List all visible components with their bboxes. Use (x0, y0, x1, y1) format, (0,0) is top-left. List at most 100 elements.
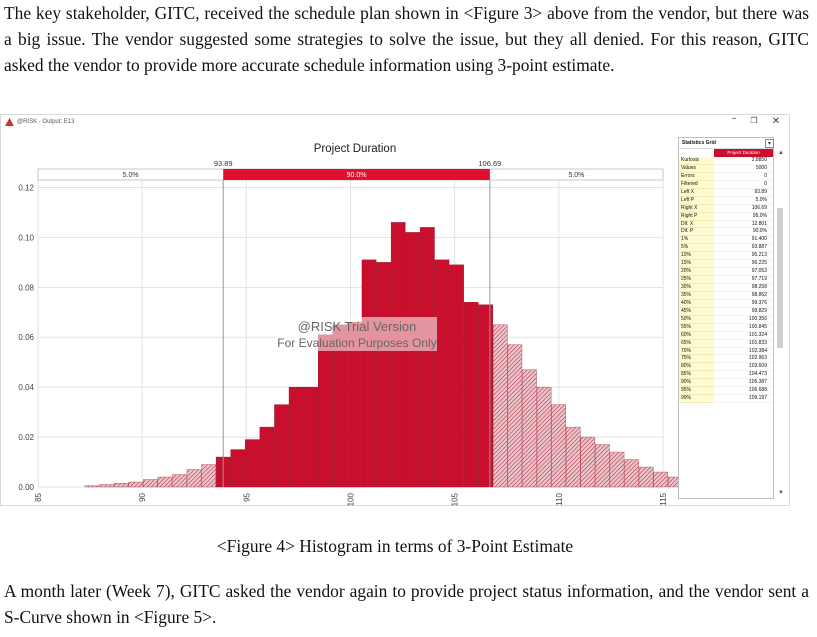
stats-row-value: 97.053 (714, 268, 773, 277)
histogram-bar (143, 479, 158, 488)
stats-row-value: 5.0% (714, 197, 773, 205)
stats-row: 95% 106.688 (679, 387, 773, 396)
stats-column-header: Project Duration (714, 149, 773, 157)
right-delimiter-label: 106.69 (478, 159, 501, 168)
stats-row: Filtered 0 (679, 180, 773, 189)
stats-row-value: 93.887 (714, 244, 773, 253)
scroll-up-icon[interactable]: ▲ (778, 150, 784, 156)
stats-row: 25% 97.719 (679, 276, 773, 284)
stats-row-value: 101.324 (714, 332, 773, 340)
stats-row-label: 65% (679, 339, 714, 348)
watermark-line-1: @RISK Trial Version (298, 319, 417, 334)
x-tick-label: 90 (138, 492, 147, 501)
stats-row-value: 91.400 (714, 236, 773, 245)
stats-row-label: 90% (679, 379, 714, 388)
y-tick-label: 0.06 (18, 333, 34, 342)
watermark-backdrop (277, 317, 437, 351)
intro-paragraph: The key stakeholder, GITC, received the … (4, 3, 809, 75)
histogram-bar (595, 444, 610, 488)
maximize-button[interactable]: ❐ (750, 116, 758, 125)
stats-row-value: 105.387 (714, 379, 773, 388)
left-delimiter-label: 93.89 (214, 159, 233, 168)
stats-row: Right X 106.69 (679, 204, 773, 213)
scroll-down-icon[interactable]: ▼ (778, 490, 784, 496)
histogram-bar (157, 476, 173, 488)
stats-row-value: 12.801 (714, 221, 773, 229)
stats-dropdown-icon[interactable]: ▾ (765, 139, 774, 148)
x-tick-label: 85 (34, 492, 43, 501)
stats-row-value: 96.225 (714, 260, 773, 269)
stats-row-label: 80% (679, 363, 714, 372)
stats-row: 90% 105.387 (679, 379, 773, 388)
stats-row: 1% 91.400 (679, 236, 773, 245)
stats-row-value: 90.0% (714, 228, 773, 237)
histogram-bar (201, 464, 216, 488)
stats-row: 80% 103.609 (679, 363, 773, 372)
stats-row-label: 10% (679, 252, 714, 261)
histogram-bar (99, 484, 114, 488)
histogram-bar (536, 386, 552, 488)
stats-row-label: 1% (679, 236, 714, 245)
window-title: @RISK - Output: E13 (17, 119, 75, 125)
probability-band-middle (223, 169, 490, 180)
stats-row-value: 0 (714, 181, 773, 189)
stats-row: 5% 93.887 (679, 244, 773, 253)
stats-row-label: 55% (679, 323, 714, 332)
y-tick-label: 0.00 (18, 483, 34, 492)
stats-row-label: Kurtosis (679, 157, 714, 165)
stats-row-label: 45% (679, 307, 714, 316)
stats-row-value: 95.0% (714, 213, 773, 221)
stats-row-label: 40% (679, 299, 714, 308)
stats-row: Kurtosis 2.8850 (679, 157, 773, 165)
histogram-bar (420, 227, 435, 488)
histogram-bar (113, 483, 129, 488)
stats-row: Values 5000 (679, 164, 773, 173)
histogram-bar (318, 334, 333, 488)
y-tick-label: 0.02 (18, 433, 34, 442)
stats-row: 35% 98.862 (679, 291, 773, 300)
stats-row-value: 98.862 (714, 292, 773, 300)
histogram-bar (186, 469, 202, 488)
histogram-bar (274, 404, 289, 488)
stats-row: 45% 99.829 (679, 307, 773, 316)
stats-row-value: 101.833 (714, 340, 773, 348)
stats-row-label: 15% (679, 260, 714, 269)
x-tick-label: 115 (659, 492, 668, 505)
stats-row: 10% 95.213 (679, 252, 773, 261)
stats-row: Left X 93.89 (679, 188, 773, 197)
statistics-grid[interactable]: Statistics Grid ▾ Project Duration Kurto… (678, 137, 784, 499)
stats-row-value: 0 (714, 173, 773, 181)
risk-logo-icon (5, 118, 14, 126)
y-tick-label: 0.08 (18, 283, 34, 292)
stats-row-label: 50% (679, 315, 714, 324)
stats-row-label: 60% (679, 331, 714, 340)
stats-row-value: 5000 (714, 165, 773, 173)
histogram-bar (580, 436, 596, 488)
stats-row-label: 35% (679, 291, 714, 300)
histogram-bar (434, 259, 450, 488)
histogram-bar (376, 262, 391, 488)
stats-row-value: 106.69 (714, 205, 773, 213)
stats-row-label: Left P (679, 196, 714, 205)
followup-paragraph: A month later (Week 7), GITC asked the v… (4, 581, 809, 627)
stats-row-value: 109.197 (714, 395, 773, 404)
histogram-bar (522, 369, 537, 488)
stats-row: Dif. X 12.801 (679, 220, 773, 229)
window-titlebar: @RISK - Output: E13 – ❐ ✕ (1, 113, 789, 131)
stats-row: 99% 109.197 (679, 395, 773, 404)
stats-row: 20% 97.053 (679, 268, 773, 277)
y-tick-label: 0.10 (18, 233, 34, 242)
stats-row-label: Right X (679, 204, 714, 213)
figure-caption: <Figure 4> Histogram in terms of 3-Point… (216, 536, 574, 556)
stats-row: 85% 104.473 (679, 371, 773, 380)
x-tick-label: 105 (451, 492, 460, 506)
histogram-bar (507, 344, 523, 488)
stats-scrollbar-thumb[interactable] (777, 208, 783, 348)
histogram-bar (361, 259, 377, 488)
histogram-bar (390, 222, 406, 488)
stats-row: Dif. P 90.0% (679, 228, 773, 237)
stats-row: Errors 0 (679, 172, 773, 181)
minimize-button[interactable]: – (731, 113, 737, 124)
close-button[interactable]: ✕ (771, 116, 781, 127)
stats-row-value: 99.829 (714, 308, 773, 316)
